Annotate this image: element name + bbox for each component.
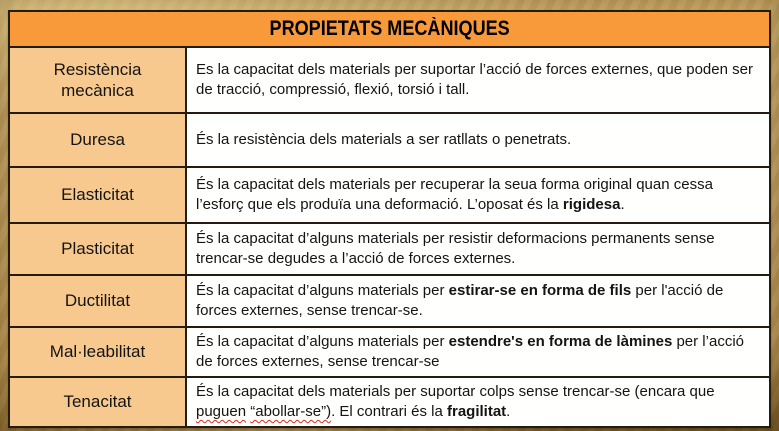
definition-text: per l’acció de forces externes, sense tr… [196,332,744,370]
table-title: PROPIETATS MECÀNIQUES [269,17,510,40]
table-row: Plasticitat És la capacitat d’alguns mate… [10,224,769,276]
bold-text: rigidesa [562,196,621,213]
table-row: Elasticitat És la capacitat dels material… [10,168,769,224]
property-name: Resistència mecànica [10,48,187,112]
property-name: Duresa [10,114,187,166]
definition-text: . El contrari és la [331,403,447,420]
definition-text: . [620,196,625,213]
bold-text: fragilitat [446,403,507,420]
bold-text: estirar-se en forma de fils [448,281,632,299]
property-name: Mal·leabilitat [10,328,187,376]
property-definition: És la capacitat d’alguns materials per e… [187,276,769,326]
misspelled-word: puguen [196,403,247,420]
table-row: Tenacitat És la capacitat dels materials … [10,378,769,426]
definition-text: És la resistència dels materials a ser r… [196,130,572,148]
property-definition: És la capacitat dels materials per recup… [187,168,769,222]
definition-text: És la capacitat d’alguns materials per [196,281,449,299]
table-row: Resistència mecànica Es la capacitat dels… [10,48,769,114]
table-rows: Resistència mecànica Es la capacitat dels… [10,48,769,426]
definition-text: Es la capacitat dels materials per supor… [196,60,753,98]
property-definition: És la capacitat d’alguns materials per r… [187,224,769,274]
definition-text: per l'acció de forces externes, sense tr… [196,281,724,319]
table-row: Mal·leabilitat És la capacitat d’alguns m… [10,328,769,378]
definition-text: És la capacitat dels materials per recup… [196,175,713,213]
property-name: Ductilitat [10,276,187,326]
properties-table: PROPIETATS MECÀNIQUES Resistència mecàni… [8,10,771,428]
definition-text: És la capacitat dels materials per supor… [196,382,715,400]
property-definition: És la resistència dels materials a ser r… [187,114,769,166]
misspelled-word: “abollar-se”) [250,403,332,420]
definition-text: És la capacitat d’alguns materials per [196,332,449,350]
property-name: Elasticitat [10,168,187,222]
bold-text: estendre's en forma de làmines [448,332,673,350]
definition-text: . [506,403,511,420]
table-row: Duresa És la resistència dels materials a… [10,114,769,168]
property-definition: És la capacitat d’alguns materials per e… [187,328,769,376]
table-header: PROPIETATS MECÀNIQUES [10,12,769,48]
property-definition: Es la capacitat dels materials per supor… [187,48,769,112]
property-name: Plasticitat [10,224,187,274]
property-definition: És la capacitat dels materials per supor… [187,378,769,426]
property-name: Tenacitat [10,378,187,426]
table-row: Ductilitat És la capacitat d’alguns mater… [10,276,769,328]
definition-text: És la capacitat d’alguns materials per r… [196,229,715,267]
